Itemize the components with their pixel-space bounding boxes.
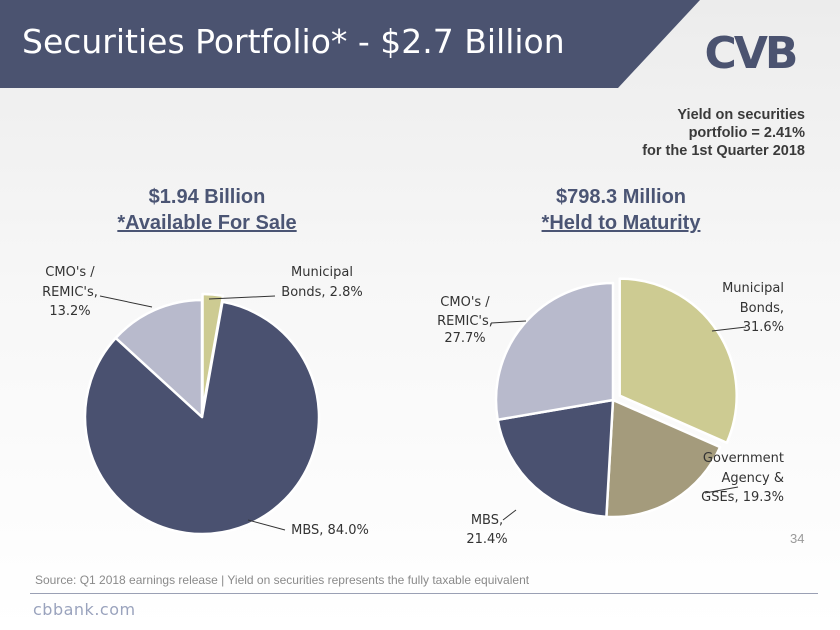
afs-subtitle: *Available For Sale xyxy=(117,212,297,234)
afs-data-label: REMIC's, xyxy=(42,285,98,300)
htm-slice-municipal-bonds xyxy=(618,277,738,445)
htm-data-label: GSEs, 19.3% xyxy=(701,490,784,505)
afs-heading: $1.94 Billion *Available For Sale xyxy=(47,184,367,236)
footer-divider xyxy=(30,593,818,594)
logo-text: CVB xyxy=(705,28,796,74)
htm-heading: $798.3 Million *Held to Maturity xyxy=(461,184,781,236)
yield-note: Yield on securities portfolio = 2.41% fo… xyxy=(642,106,805,160)
htm-leader-line xyxy=(711,326,747,332)
htm-slice-mbs xyxy=(496,398,615,519)
htm-data-label: MBS, xyxy=(471,513,503,528)
afs-data-label: MBS, 84.0% xyxy=(291,523,369,538)
page-number: 34 xyxy=(790,531,805,546)
htm-slice-cmo-s-remic-s xyxy=(494,281,615,422)
htm-data-label: 21.4% xyxy=(466,532,507,547)
htm-title: $798.3 Million xyxy=(555,186,687,208)
yield-note-line: portfolio = 2.41% xyxy=(688,125,805,141)
htm-data-label: REMIC's, xyxy=(437,314,493,329)
htm-data-label: Government xyxy=(703,451,784,466)
afs-slice-cmo-s-remic-s xyxy=(114,298,204,419)
htm-data-label: Agency & xyxy=(722,471,785,486)
footer-url: cbbank.com xyxy=(33,600,136,619)
afs-data-label: Bonds, 2.8% xyxy=(281,285,362,300)
header-band xyxy=(0,0,700,88)
htm-leader-line xyxy=(502,509,517,521)
htm-data-label: 27.7% xyxy=(444,331,485,346)
afs-leader-line xyxy=(208,295,276,300)
afs-data-label: Municipal xyxy=(291,265,353,280)
header-banner xyxy=(0,0,700,88)
htm-data-label: CMO's / xyxy=(440,295,490,310)
htm-slice-government-agency-gses xyxy=(605,398,722,519)
page-title: Securities Portfolio* - $2.7 Billion xyxy=(22,22,565,61)
yield-note-line: Yield on securities xyxy=(677,107,805,123)
htm-data-label: 31.6% xyxy=(743,320,784,335)
htm-leader-line xyxy=(704,486,739,494)
afs-title: $1.94 Billion xyxy=(148,186,266,208)
afs-leader-line xyxy=(99,295,153,308)
htm-data-label: Bonds, xyxy=(740,301,784,316)
htm-data-label: Municipal xyxy=(722,281,784,296)
htm-leader-line xyxy=(490,320,527,324)
source-note: Source: Q1 2018 earnings release | Yield… xyxy=(35,573,530,587)
cvb-logo: CVB xyxy=(705,28,799,74)
afs-data-label: 13.2% xyxy=(49,304,90,319)
htm-subtitle: *Held to Maturity xyxy=(541,212,701,234)
afs-data-label: CMO's / xyxy=(45,265,95,280)
afs-leader-line xyxy=(247,519,286,531)
yield-note-line: for the 1st Quarter 2018 xyxy=(642,143,805,159)
